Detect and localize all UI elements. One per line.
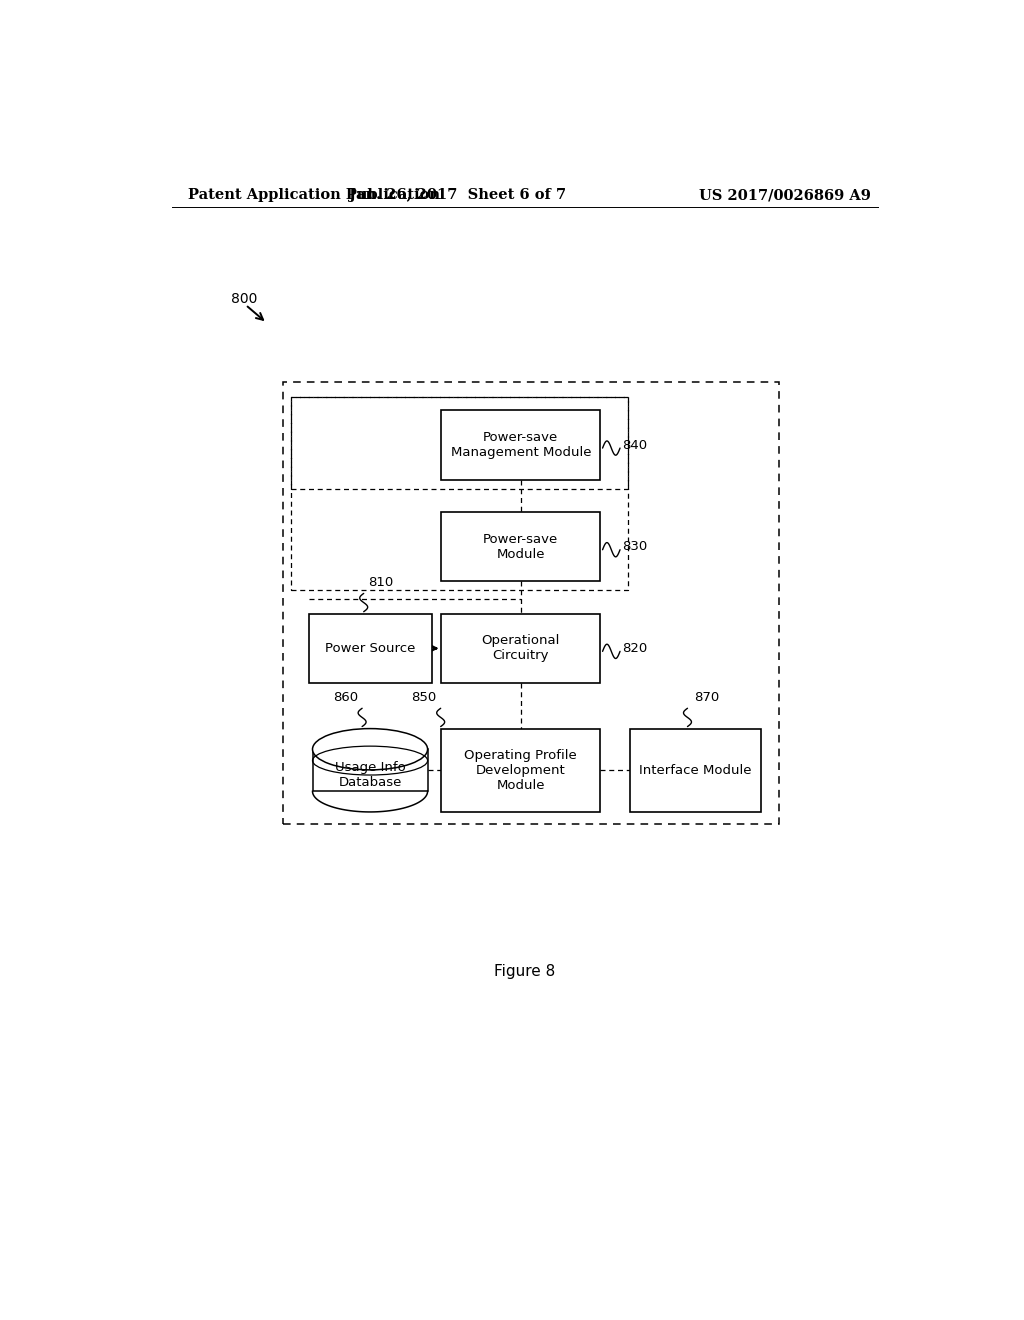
Text: 800: 800	[231, 292, 258, 306]
Ellipse shape	[312, 729, 428, 770]
Polygon shape	[312, 750, 428, 791]
Text: 860: 860	[333, 692, 358, 704]
Text: Patent Application Publication: Patent Application Publication	[187, 189, 439, 202]
Text: 870: 870	[694, 692, 719, 704]
Text: Interface Module: Interface Module	[639, 764, 752, 776]
Text: Jan. 26, 2017  Sheet 6 of 7: Jan. 26, 2017 Sheet 6 of 7	[349, 189, 566, 202]
Polygon shape	[441, 729, 600, 812]
Text: Usage Info
Database: Usage Info Database	[335, 762, 406, 789]
Text: 850: 850	[412, 692, 436, 704]
Polygon shape	[630, 729, 761, 812]
Text: 820: 820	[623, 642, 647, 655]
Text: Operational
Circuitry: Operational Circuitry	[481, 635, 560, 663]
Text: Operating Profile
Development
Module: Operating Profile Development Module	[465, 748, 578, 792]
Text: Power-save
Management Module: Power-save Management Module	[451, 432, 591, 459]
Text: US 2017/0026869 A9: US 2017/0026869 A9	[699, 189, 871, 202]
Text: 840: 840	[623, 438, 647, 451]
Text: Power Source: Power Source	[325, 642, 416, 655]
Polygon shape	[308, 614, 431, 682]
Text: Power-save
Module: Power-save Module	[483, 533, 558, 561]
Polygon shape	[441, 411, 600, 479]
Text: 830: 830	[623, 540, 647, 553]
Text: 810: 810	[368, 577, 393, 589]
Polygon shape	[441, 614, 600, 682]
Text: Figure 8: Figure 8	[495, 964, 555, 979]
Polygon shape	[441, 512, 600, 581]
